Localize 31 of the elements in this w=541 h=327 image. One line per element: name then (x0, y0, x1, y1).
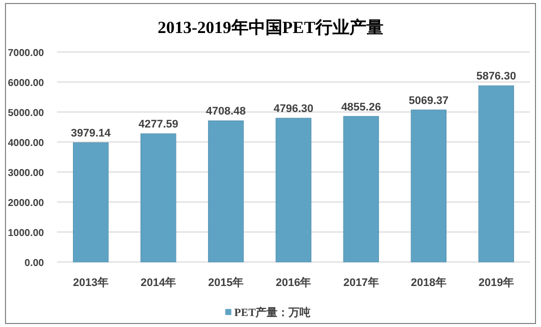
bar (140, 133, 176, 262)
data-label: 4855.26 (341, 101, 381, 114)
x-tick-label: 2019年 (478, 276, 514, 289)
bar (72, 142, 109, 262)
legend-label: PET产量：万吨 (234, 306, 311, 319)
x-tick-label: 2015年 (208, 276, 244, 289)
x-tick-label: 2014年 (140, 276, 176, 289)
x-tick-label: 2016年 (276, 276, 312, 289)
bar (410, 110, 446, 262)
bar (208, 120, 244, 262)
y-tick-label: 6000.00 (8, 78, 44, 89)
x-tick-label: 2017年 (343, 276, 379, 289)
x-tick-label: 2013年 (73, 276, 109, 289)
chart-title: 2013-2019年中国PET行业产量 (158, 18, 384, 37)
x-tick-label: 2018年 (410, 276, 446, 289)
y-tick-label: 2000.00 (8, 198, 44, 209)
y-tick-label: 5000.00 (8, 108, 44, 119)
bar (478, 85, 514, 262)
y-tick-label: 7000.00 (8, 48, 44, 59)
data-label: 5876.30 (476, 70, 516, 83)
data-label: 4796.30 (274, 103, 314, 116)
data-label: 4708.48 (206, 106, 246, 118)
data-label: 4277.59 (138, 118, 178, 131)
y-tick-label: 3000.00 (8, 168, 44, 179)
bar (276, 118, 312, 262)
y-tick-label: 4000.00 (8, 138, 44, 149)
data-label: 3979.14 (70, 128, 112, 140)
data-label: 5069.37 (408, 94, 449, 107)
bar (343, 116, 379, 262)
y-tick-label: 0.00 (24, 258, 44, 269)
y-tick-label: 1000.00 (8, 228, 44, 239)
